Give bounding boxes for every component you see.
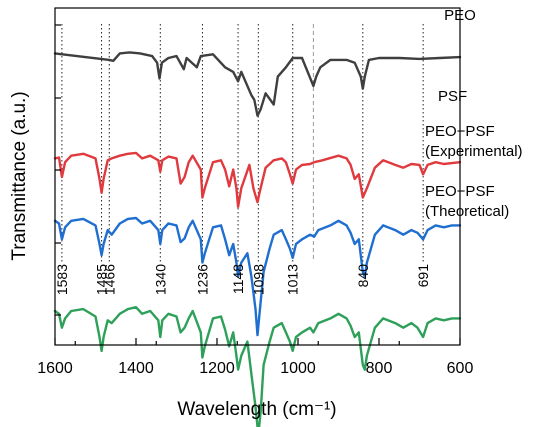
x-tick-label: 1400 — [118, 360, 154, 377]
x-tick-label: 800 — [366, 360, 393, 377]
reference-label-1013: 1013 — [285, 264, 301, 295]
x-axis-label: Wavelength (cm⁻¹) — [177, 399, 336, 420]
reference-label-691: 691 — [415, 264, 431, 288]
x-tick-label: 600 — [447, 360, 474, 377]
series-line-1 — [53, 151, 462, 208]
axes — [54, 7, 461, 346]
series-label-1-0: PSF — [438, 88, 467, 105]
x-tick-label: 1200 — [199, 360, 235, 377]
reference-label-1466: 1466 — [101, 264, 117, 295]
series-label-2-1: (Experimental) — [425, 143, 523, 160]
series-labels: PEOPSFPEO−PSF(Experimental)PEO−PSF(Theor… — [425, 7, 523, 220]
x-axis-ticks: 1600 1400 1200 1000 800 600 — [37, 338, 473, 377]
x-tick-label: 1600 — [37, 360, 73, 377]
y-axis-label: Transmittance (a.u.) — [9, 91, 30, 260]
reference-label-1098: 1098 — [250, 264, 266, 295]
x-tick-label: 1000 — [280, 360, 316, 377]
reference-label-1236: 1236 — [194, 264, 210, 295]
spectra-series — [53, 51, 462, 427]
reference-label-1148: 1148 — [230, 264, 246, 294]
reference-label-1340: 1340 — [152, 264, 168, 295]
series-label-3-1: (Theoretical) — [425, 203, 509, 220]
series-line-2 — [53, 216, 462, 337]
reference-label-1485: 1485 — [94, 264, 110, 295]
y-axis-ticks — [55, 24, 61, 316]
reference-lines — [61, 24, 424, 262]
series-line-0 — [53, 51, 462, 117]
reference-label-840: 840 — [355, 264, 371, 288]
series-line-3 — [53, 306, 462, 427]
reference-label-1583: 1583 — [54, 264, 70, 295]
plot-frame — [54, 7, 461, 346]
